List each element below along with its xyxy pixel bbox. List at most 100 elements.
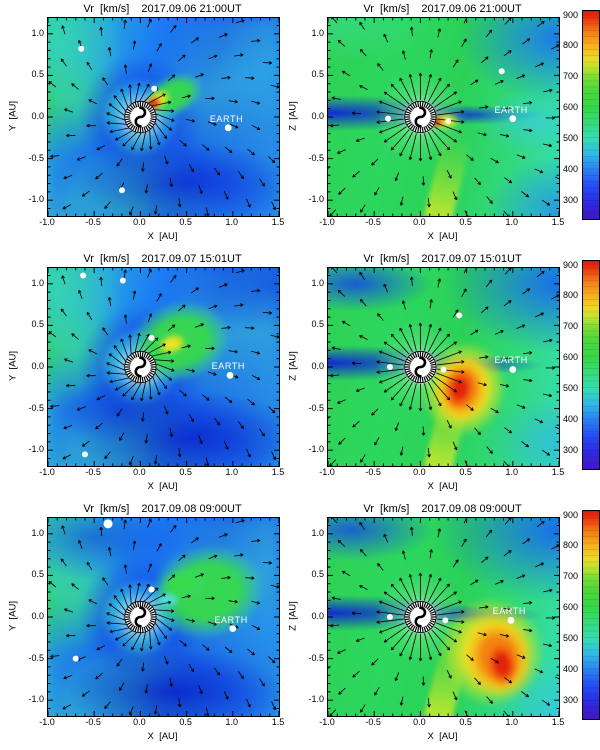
y-tick-label: 0.5 — [311, 69, 324, 80]
x-tick-label: -0.5 — [85, 217, 101, 227]
planet-marker — [119, 277, 126, 284]
x-tick-label: -0.5 — [85, 717, 101, 727]
x-axis-label: X [AU] — [147, 231, 178, 242]
y-tick-label: 0.0 — [311, 361, 324, 371]
timestamp: 2017.09.08 09:00UT — [141, 503, 242, 515]
colorbar-tick-label: 800 — [562, 540, 578, 551]
planet-marker — [80, 272, 87, 279]
x-tick-label: 1.5 — [551, 717, 565, 727]
y-tick-label: -1.0 — [28, 194, 44, 205]
x-tick-label: 1.0 — [225, 217, 239, 227]
heatmap-plot: EARTH — [47, 17, 280, 217]
earth-label: EARTH — [211, 361, 246, 372]
y-tick-label: -0.5 — [28, 152, 44, 163]
colorbar-tick-label: 700 — [562, 71, 578, 82]
planet-marker — [498, 68, 505, 75]
earth-label: EARTH — [214, 614, 248, 625]
quantity-label: Vr [km/s] — [83, 3, 130, 15]
x-tick-label: -0.5 — [365, 217, 381, 227]
x-tick-label: -0.5 — [365, 717, 381, 727]
planet-marker — [148, 334, 155, 341]
x-tick-label: 1.0 — [225, 467, 239, 477]
colorbar-tick-label: 900 — [562, 259, 578, 270]
panel-meridional-row3: Vr [km/s] 2017.09.08 09:00UT Z [AU] EARTH… — [280, 500, 580, 750]
colorbar-tick-label: 800 — [562, 290, 578, 301]
panel-title: Vr [km/s] 2017.09.08 09:00UT — [40, 503, 285, 515]
y-tick-label: 0.5 — [31, 569, 44, 580]
panel-title: Vr [km/s] 2017.09.06 21:00UT — [40, 3, 285, 15]
x-tick-label: 1.5 — [271, 717, 285, 727]
colorbar-tick-label: 600 — [562, 352, 578, 363]
colorbar-tick-label: 700 — [562, 571, 578, 582]
x-tick-label: 0.0 — [133, 217, 146, 227]
earth-marker — [509, 366, 517, 373]
x-tick-label: 1.5 — [271, 467, 285, 477]
timestamp: 2017.09.06 21:00UT — [141, 3, 242, 15]
earth-label: EARTH — [494, 104, 528, 115]
panel-title: Vr [km/s] 2017.09.07 15:01UT — [320, 253, 565, 265]
x-tick-label: 1.0 — [225, 717, 239, 727]
x-tick-label: 1.0 — [505, 467, 519, 477]
earth-label: EARTH — [494, 355, 528, 366]
x-tick-label: 0.5 — [459, 467, 472, 477]
sun-glyph — [124, 600, 157, 634]
y-tick-label: -0.5 — [28, 652, 44, 663]
cme-feature-red — [429, 116, 444, 127]
y-tick-label: 1.0 — [311, 527, 324, 538]
y-tick-label: 0.0 — [311, 111, 324, 121]
panel-ecliptic-row1: Vr [km/s] 2017.09.06 21:00UT Y [AU] EARTH… — [0, 0, 300, 250]
velocity-arrows-layer — [328, 268, 559, 466]
x-tick-label: 0.5 — [179, 467, 192, 477]
earth-marker — [229, 625, 237, 633]
planet-marker — [386, 364, 393, 370]
velocity-arrows-layer — [48, 18, 279, 216]
x-axis-label: X [AU] — [147, 731, 178, 742]
y-tick-label: 0.0 — [311, 611, 324, 621]
earth-label: EARTH — [492, 606, 526, 617]
planet-marker — [456, 312, 463, 319]
colorbar-gradient — [582, 10, 600, 220]
colorbar-tick-label: 500 — [562, 132, 578, 143]
earth-label: EARTH — [209, 113, 244, 124]
colorbar-tick-label: 400 — [562, 663, 578, 674]
x-tick-label: -1.0 — [319, 717, 335, 727]
sun-glyph — [124, 350, 157, 384]
planet-marker — [148, 586, 155, 593]
panel-meridional-row2: Vr [km/s] 2017.09.07 15:01UT Z [AU] EARTH… — [280, 250, 580, 500]
panel-title: Vr [km/s] 2017.09.08 09:00UT — [320, 503, 565, 515]
earth-marker — [226, 371, 234, 379]
colorbar-gradient — [582, 510, 600, 720]
x-tick-label: 0.5 — [179, 217, 192, 227]
y-tick-label: -1.0 — [308, 444, 324, 455]
x-tick-label: 0.5 — [459, 717, 472, 727]
x-tick-label: 1.5 — [551, 467, 565, 477]
x-tick-label: 0.0 — [413, 717, 426, 727]
y-tick-label: -1.0 — [308, 694, 324, 705]
colorbar: 900 800 700 600 500 400 300 — [556, 0, 600, 250]
colorbar-tick-label: 500 — [562, 632, 578, 643]
quantity-label: Vr [km/s] — [363, 253, 410, 265]
planet-marker — [386, 614, 393, 620]
timestamp: 2017.09.06 21:00UT — [421, 3, 522, 15]
x-axis-label: X [AU] — [427, 731, 458, 742]
x-tick-label: 1.5 — [271, 217, 285, 227]
y-tick-label: -0.5 — [28, 402, 44, 413]
colorbar-tick-label: 300 — [562, 694, 578, 705]
planet-marker — [72, 655, 79, 662]
quantity-label: Vr [km/s] — [83, 503, 130, 515]
y-tick-label: 0.5 — [311, 319, 324, 330]
sun-glyph — [404, 100, 437, 134]
panel-title: Vr [km/s] 2017.09.06 21:00UT — [320, 3, 565, 15]
x-axis-label: X [AU] — [427, 231, 458, 242]
y-tick-label: -1.0 — [28, 444, 44, 455]
x-tick-label: -1.0 — [319, 467, 335, 477]
x-tick-label: 0.5 — [179, 717, 192, 727]
y-tick-label: 0.5 — [31, 319, 44, 330]
y-tick-label: 1.0 — [31, 527, 44, 538]
velocity-arrows-layer — [328, 18, 559, 216]
sun-glyph — [404, 350, 437, 384]
x-tick-label: -1.0 — [39, 717, 55, 727]
heatmap-plot: EARTH — [47, 517, 280, 717]
earth-marker — [224, 124, 232, 132]
colorbar-tick-label: 900 — [562, 9, 578, 20]
